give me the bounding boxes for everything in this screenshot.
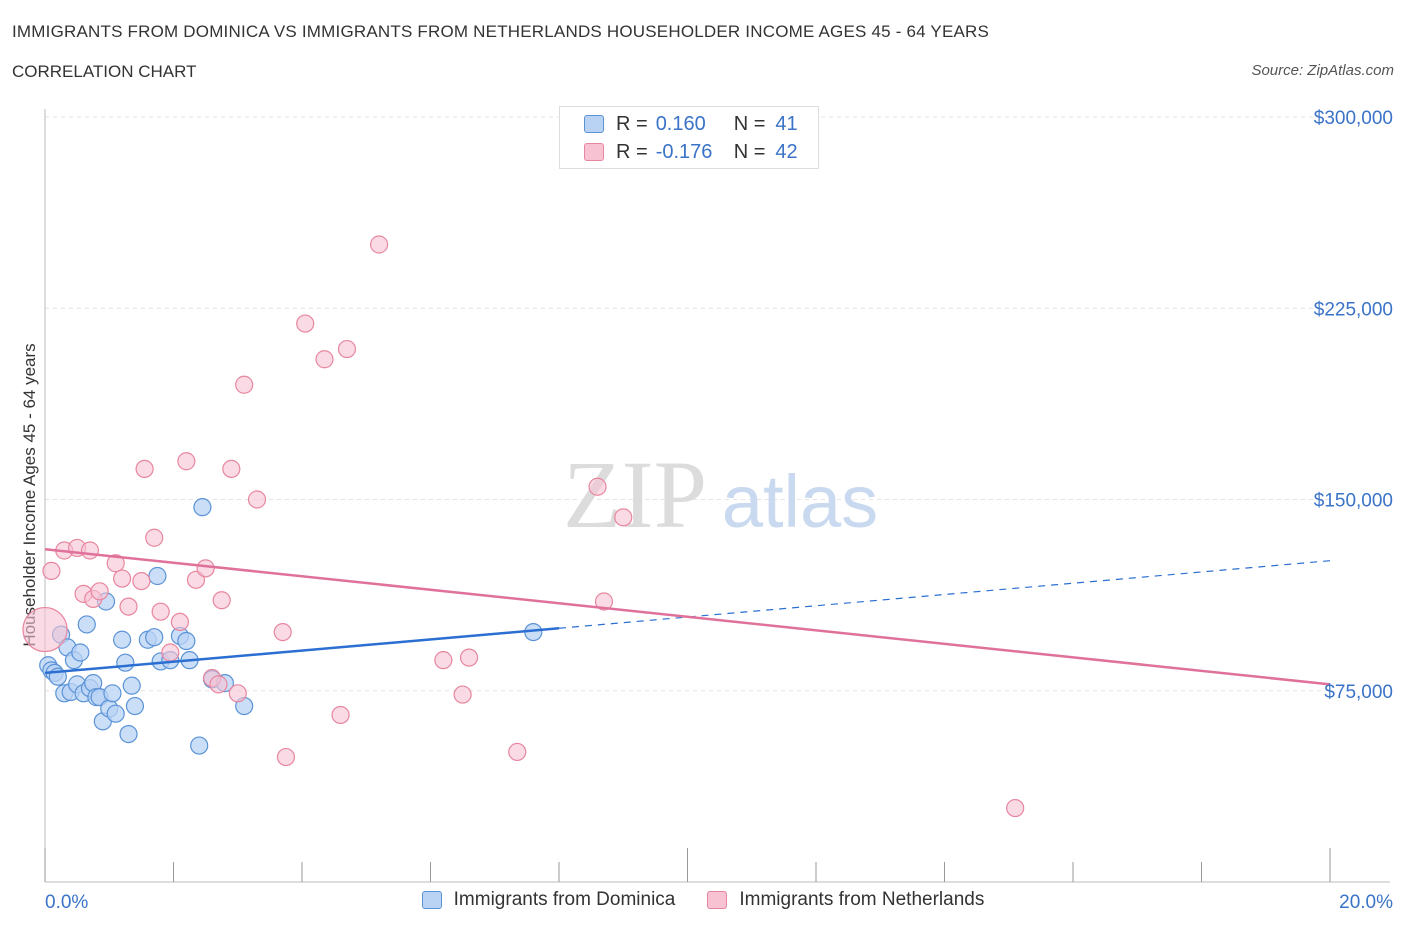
data-point-netherlands bbox=[276, 747, 296, 767]
data-point-dominica bbox=[112, 630, 132, 649]
x-tick-label: 20.0% bbox=[1339, 892, 1393, 913]
legend-n-value: 41 bbox=[775, 112, 798, 135]
data-point-dominica bbox=[122, 676, 141, 695]
data-point-netherlands bbox=[247, 490, 267, 509]
chart-title: IMMIGRANTS FROM DOMINICA VS IMMIGRANTS F… bbox=[12, 22, 990, 41]
data-point-netherlands bbox=[315, 350, 334, 369]
data-point-netherlands bbox=[177, 452, 196, 471]
data-point-netherlands bbox=[228, 684, 247, 703]
series-legend-label-netherlands: Immigrants from Netherlands bbox=[739, 889, 985, 910]
watermark-zip: ZIP bbox=[563, 441, 707, 548]
legend-n-label: N = bbox=[733, 140, 766, 163]
data-point-netherlands bbox=[434, 651, 453, 670]
series-legend-swatch-netherlands bbox=[707, 891, 728, 909]
data-point-netherlands bbox=[614, 508, 633, 527]
legend-row-dominica: R = 0.160 N = 41 bbox=[584, 110, 798, 138]
y-tick-label: $225,000 bbox=[1314, 299, 1393, 320]
legend-row-netherlands: R = -0.176 N = 42 bbox=[584, 138, 798, 166]
data-point-netherlands bbox=[135, 459, 154, 478]
data-point-netherlands bbox=[212, 591, 231, 610]
data-point-netherlands bbox=[459, 648, 479, 667]
data-point-netherlands bbox=[453, 685, 472, 704]
data-point-netherlands bbox=[112, 569, 132, 588]
data-point-netherlands bbox=[42, 561, 61, 581]
data-point-netherlands bbox=[594, 592, 614, 611]
legend-r-label: R = bbox=[616, 140, 648, 163]
y-tick-label: $150,000 bbox=[1314, 491, 1393, 512]
series-legend-item-dominica: Immigrants from Dominica bbox=[421, 889, 676, 911]
data-point-dominica bbox=[145, 628, 164, 647]
legend-n-value: 42 bbox=[775, 140, 798, 163]
legend-swatch-netherlands bbox=[584, 143, 604, 161]
data-point-netherlands bbox=[1006, 798, 1025, 818]
data-point-dominica bbox=[148, 566, 167, 586]
trend-line-netherlands bbox=[44, 547, 1331, 686]
data-point-netherlands bbox=[331, 705, 350, 725]
data-point-dominica bbox=[103, 684, 122, 703]
data-point-netherlands bbox=[222, 459, 241, 478]
trend-lines bbox=[44, 547, 1331, 686]
data-point-netherlands bbox=[508, 742, 527, 762]
data-point-netherlands bbox=[235, 375, 254, 394]
data-point-netherlands bbox=[161, 643, 180, 662]
chart-subtitle: CORRELATION CHART bbox=[12, 62, 197, 81]
series-legend-item-netherlands: Immigrants from Netherlands bbox=[707, 889, 984, 911]
series-legend-swatch-dominica bbox=[421, 891, 442, 909]
data-point-netherlands bbox=[209, 675, 228, 694]
data-point-netherlands bbox=[296, 314, 315, 333]
data-point-dominica bbox=[193, 498, 212, 517]
data-point-netherlands bbox=[106, 554, 125, 573]
data-point-dominica bbox=[125, 696, 145, 716]
data-point-netherlands bbox=[90, 582, 109, 601]
correlation-legend: R = 0.160 N = 41 R = -0.176 N = 42 bbox=[559, 106, 819, 169]
series-legend: Immigrants from Dominica Immigrants from… bbox=[0, 889, 1406, 911]
legend-r-value: -0.176 bbox=[655, 140, 713, 163]
trend-line-dominica-extension bbox=[558, 560, 1331, 629]
data-point-netherlands bbox=[170, 612, 190, 632]
data-point-netherlands bbox=[337, 339, 357, 359]
data-point-netherlands bbox=[273, 622, 292, 642]
data-point-netherlands bbox=[119, 597, 138, 616]
series-legend-label-dominica: Immigrants from Dominica bbox=[453, 889, 676, 910]
data-point-netherlands bbox=[22, 606, 68, 653]
y-tick-label: $300,000 bbox=[1314, 108, 1393, 129]
watermark-atlas: atlas bbox=[722, 460, 878, 543]
series-dominica-points bbox=[39, 498, 543, 755]
data-point-netherlands bbox=[588, 477, 607, 496]
data-point-dominica bbox=[177, 631, 196, 651]
data-point-netherlands bbox=[151, 602, 170, 621]
source-label: Source: ZipAtlas.com bbox=[1251, 62, 1394, 79]
legend-n-label: N = bbox=[733, 112, 766, 135]
series-netherlands-points bbox=[22, 235, 1025, 818]
x-tick-label: 0.0% bbox=[45, 892, 88, 913]
data-point-netherlands bbox=[80, 541, 100, 560]
axes bbox=[44, 109, 1390, 883]
grid-lines bbox=[45, 116, 1330, 692]
data-point-dominica bbox=[190, 736, 209, 755]
tick-labels: $75,000 $150,000 $225,000 $300,000 0.0% 20.0% bbox=[45, 108, 1393, 913]
watermark: ZIP atlas bbox=[563, 441, 878, 548]
data-point-dominica bbox=[116, 653, 135, 672]
legend-swatch-dominica bbox=[584, 115, 604, 133]
legend-r-label: R = bbox=[616, 112, 648, 135]
data-point-dominica bbox=[71, 643, 90, 662]
data-point-netherlands bbox=[132, 571, 151, 591]
data-point-dominica bbox=[119, 724, 138, 744]
data-point-netherlands bbox=[145, 528, 164, 547]
y-tick-label: $75,000 bbox=[1324, 682, 1393, 703]
data-point-netherlands bbox=[196, 559, 215, 578]
legend-r-value: 0.160 bbox=[655, 112, 706, 135]
data-point-netherlands bbox=[370, 235, 389, 254]
data-point-dominica bbox=[106, 704, 125, 723]
data-point-dominica bbox=[77, 615, 96, 634]
trend-line-dominica bbox=[44, 627, 560, 675]
